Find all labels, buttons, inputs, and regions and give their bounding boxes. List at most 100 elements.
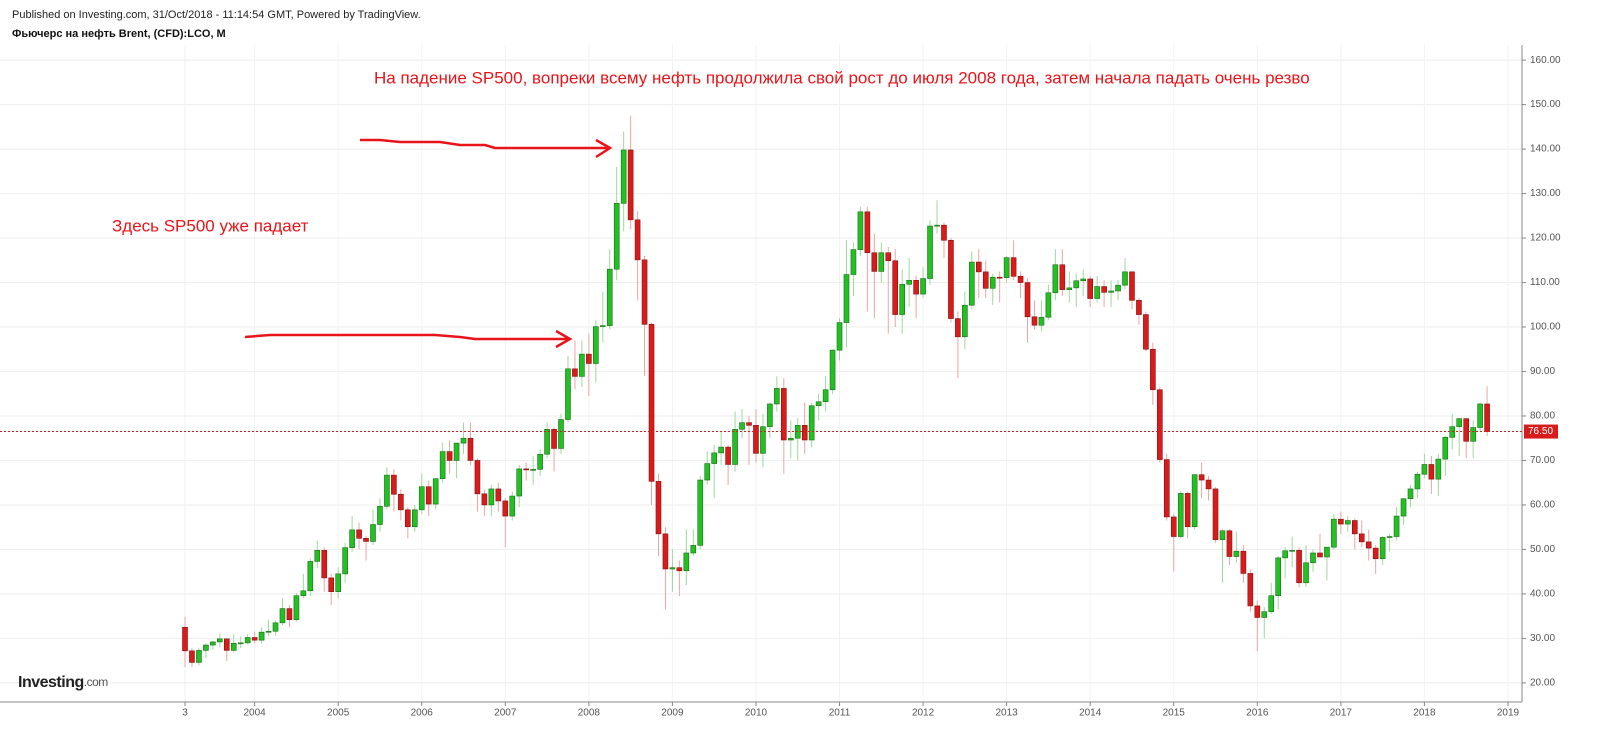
candle-body [586,353,592,364]
y-tick-label: 140.00 [1530,144,1561,155]
candle-body [418,486,425,511]
candle-body [781,388,787,441]
y-tick-label: 130.00 [1530,188,1561,199]
last-price-box [1524,424,1558,439]
candle-body [398,493,404,511]
annotation: На падение SP500, вопреки всему нефть пр… [374,68,1310,87]
candle-body [920,278,926,295]
candle-body [1198,474,1205,481]
candle-body [774,388,780,405]
candle-body [558,419,564,449]
candle-body [969,261,975,306]
candle-body [996,276,1003,279]
candle-body [669,567,676,570]
candle-body [1157,389,1163,460]
y-tick-label: 80.00 [1530,411,1555,422]
instrument-title: Фьючерс на нефть Brent, (CFD):LCO, M [12,28,226,40]
y-tick-label: 20.00 [1530,678,1555,689]
candle-body [892,260,899,315]
candle-body [613,203,620,270]
candle-body [593,326,599,364]
x-tick-label: 2018 [1413,708,1436,719]
candle-body [572,368,578,377]
logo: Investing.com [18,674,108,691]
candle-body [210,641,216,646]
y-tick-label: 40.00 [1530,589,1555,600]
x-tick-label: 2013 [996,708,1019,719]
candle-body [739,422,745,430]
candle-body [1303,562,1309,584]
candle-body [328,577,335,592]
candle-body [356,529,362,539]
candle-body [732,429,738,465]
candle-body [244,637,251,644]
candle-body [683,552,690,572]
candle-body [871,252,878,272]
candle-body [975,261,982,273]
candle-body [850,249,857,275]
candle-body [1393,515,1400,537]
candle-body [384,474,390,507]
candle-body [836,322,843,351]
candle-body [913,280,919,295]
candle-body [1331,518,1337,548]
candle-body [1338,518,1344,525]
logo-main: Investing [18,674,84,691]
candle-body [1059,264,1066,290]
candle-body [509,495,516,517]
candle-body [537,453,543,470]
candle-body [1143,314,1149,350]
candle-body [1066,287,1073,290]
candle-body [1129,271,1135,301]
candle-body [1024,282,1031,318]
candle-body [1010,257,1017,277]
candle-body [1150,348,1156,391]
grid: 20.00 30.00 40.00 50.00 60.00 70.00 80.00 90.00… [0,45,1561,719]
candle-body [1045,292,1052,318]
y-tick-label: 100.00 [1530,322,1561,333]
candle-body [857,211,864,250]
candles [182,115,1490,668]
published-note: Published on Investing.com, 31/Oct/2018 … [12,9,421,21]
x-tick-label: 2004 [244,708,267,719]
candle-body [815,401,822,407]
candle-body [1136,300,1142,315]
candle-body [196,650,202,663]
candle-body [391,474,397,495]
candle-body [502,500,509,517]
candle-body [1038,316,1045,326]
x-tick-label: 2017 [1330,708,1353,719]
candle-body [1205,479,1212,490]
candle-body [655,481,662,535]
candle-body [746,422,752,426]
candle-body [676,567,683,572]
y-tick-label: 160.00 [1530,55,1561,66]
x-tick-label: 2016 [1246,708,1269,719]
candle-body [704,463,711,481]
candle-body [279,608,286,624]
candle-body [439,451,446,480]
overlay: 76.50 [0,424,1558,439]
candle-body [1240,550,1247,574]
candle-body [314,550,321,562]
candle-body [927,225,933,279]
candle-body [899,284,905,315]
x-tick-label: 2006 [411,708,434,719]
candle-body [760,426,766,454]
candle-body [662,533,669,570]
candle-body [453,442,460,461]
y-tick-label: 50.00 [1530,544,1555,555]
x-tick-label: 2014 [1079,708,1102,719]
candle-body [955,318,961,338]
candle-body [697,479,704,546]
candle-body [1372,547,1379,560]
candle-body [432,478,439,505]
candle-body [223,638,230,651]
candle-body [843,274,850,323]
candle-body [1470,427,1476,442]
candle-body [787,437,794,441]
candle-body [1080,278,1087,282]
candle-body [411,509,418,528]
